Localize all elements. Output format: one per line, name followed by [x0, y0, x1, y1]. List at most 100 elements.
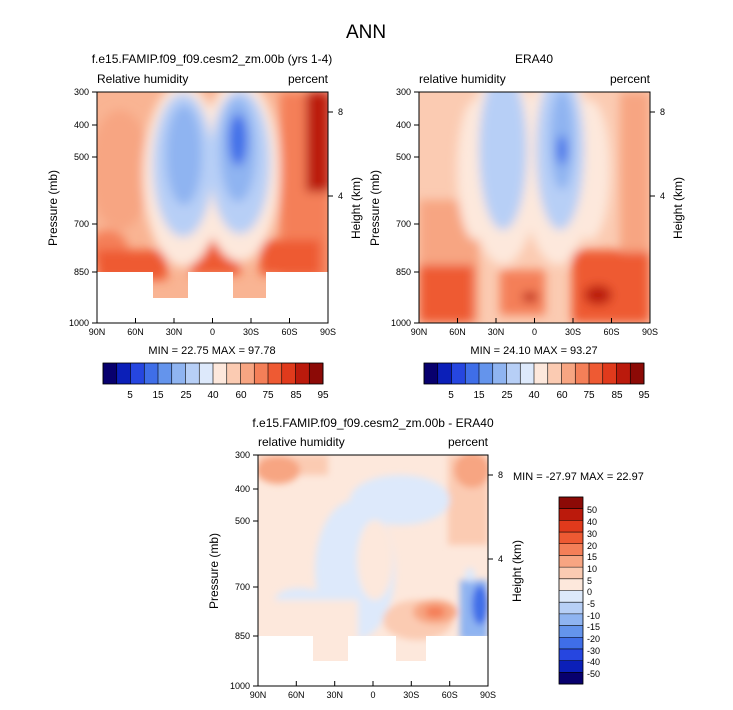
x-tick-label: 60S: [442, 690, 458, 700]
colorbar-label: 60: [556, 390, 568, 401]
colorbar-label: 25: [501, 390, 513, 401]
colorbar-label: 30: [587, 529, 597, 539]
colorbar-label: -50: [587, 669, 600, 679]
colorbar-swatch: [559, 555, 583, 568]
colorbar-swatch: [559, 648, 583, 662]
colorbar-swatch: [492, 363, 507, 384]
panel-obs-ylabel: Pressure (mb): [368, 170, 382, 246]
colorbar-swatch: [559, 613, 583, 626]
colorbar-swatch: [437, 363, 452, 384]
panel-diff-y-axis: 300 400 500 700 850 1000 Pressure (mb): [207, 450, 258, 691]
colorbar-swatch: [559, 602, 583, 615]
panel-obs-ylabel-right: Height (km): [671, 177, 685, 239]
y-tick-label: 700: [235, 582, 250, 592]
colorbar-swatch: [602, 363, 617, 384]
colorbar-swatch: [213, 363, 228, 384]
panel-diff-ylabel: Pressure (mb): [207, 533, 221, 609]
x-tick-label: 90S: [480, 690, 496, 700]
colorbar-swatch: [295, 363, 310, 384]
colorbar-swatch: [451, 363, 466, 384]
colorbar-label: 5: [587, 576, 592, 586]
colorbar-swatch: [616, 363, 631, 384]
panel-model-ylabel: Pressure (mb): [46, 170, 60, 246]
panel-obs-y-axis: 300 400 500 700 850 1000 Pressure (mb): [368, 87, 419, 328]
colorbar-label: 5: [127, 390, 133, 401]
y-tick-label: 1000: [391, 318, 411, 328]
x-tick-label: 90N: [250, 690, 267, 700]
panel-diff-stats: MIN = -27.97 MAX = 22.97: [513, 471, 644, 483]
colorbar-label: 20: [587, 541, 597, 551]
panel-diff-field: [258, 455, 488, 686]
panel-model: f.e15.FAMIP.f09_f09.cesm2_zm.00b (yrs 1-…: [46, 52, 363, 401]
panel-diff-right-axis: 8 4 Height (km): [488, 470, 524, 602]
x-tick-label: 0: [532, 327, 537, 337]
y-tick-label: 300: [396, 87, 411, 97]
colorbar-swatch: [559, 497, 583, 510]
x-tick-label: 60N: [449, 327, 466, 337]
colorbar-swatch: [281, 363, 296, 384]
panel-model-ylabel-right: Height (km): [349, 177, 363, 239]
colorbar-label: 50: [587, 505, 597, 515]
x-tick-label: 60N: [288, 690, 305, 700]
colorbar-swatch: [506, 363, 521, 384]
colorbar-label: 15: [587, 552, 597, 562]
panel-diff-title: f.e15.FAMIP.f09_f09.cesm2_zm.00b - ERA40: [252, 416, 494, 430]
colorbar-swatch: [534, 363, 549, 384]
x-tick-label: 0: [210, 327, 215, 337]
colorbar-swatch: [559, 625, 583, 638]
x-tick-label: 90S: [642, 327, 658, 337]
panel-obs-left-label: relative humidity: [419, 72, 506, 86]
y-tick-label: 300: [74, 87, 89, 97]
colorbar-frame: [102, 362, 324, 385]
colorbar-label: -20: [587, 634, 600, 644]
colorbar-swatch: [559, 672, 583, 685]
x-tick-label: 60S: [603, 327, 619, 337]
x-tick-label: 30S: [565, 327, 581, 337]
colorbar-swatch: [158, 363, 173, 384]
colorbar-label: 40: [587, 517, 597, 527]
height-tick-label: 8: [660, 107, 665, 117]
colorbar-swatch: [561, 363, 576, 384]
panel-diff: f.e15.FAMIP.f09_f09.cesm2_zm.00b - ERA40…: [207, 416, 644, 700]
colorbar-label: 15: [152, 390, 164, 401]
colorbar-label: 75: [262, 390, 274, 401]
colorbar-swatch: [559, 532, 583, 545]
colorbar-label: 15: [473, 390, 485, 401]
colorbar-swatch: [226, 363, 241, 384]
panel-obs-stats: MIN = 24.10 MAX = 93.27: [470, 345, 597, 357]
colorbar-frame: [423, 362, 645, 385]
colorbar-swatch: [559, 578, 583, 591]
colorbar-label: 95: [317, 390, 329, 401]
colorbar-label: 95: [638, 390, 650, 401]
colorbar-swatch: [240, 363, 255, 384]
colorbar-swatch: [144, 363, 159, 384]
panel-obs-right-label: percent: [610, 72, 651, 86]
panel-model-stats: MIN = 22.75 MAX = 97.78: [148, 345, 275, 357]
colorbar-label: 40: [207, 390, 219, 401]
colorbar-swatch: [103, 363, 118, 384]
colorbar-label: 60: [235, 390, 247, 401]
colorbar-swatch: [116, 363, 131, 384]
colorbar-swatch: [559, 567, 583, 580]
colorbar-swatch: [309, 363, 324, 384]
y-tick-label: 850: [74, 267, 89, 277]
panel-model-right-axis: 8 4 Height (km): [328, 107, 363, 239]
panel-diff-right-label: percent: [448, 435, 489, 449]
colorbar-swatch: [575, 363, 590, 384]
y-tick-label: 400: [74, 120, 89, 130]
panel-obs-right-axis: 8 4 Height (km): [650, 107, 685, 239]
y-tick-label: 400: [396, 120, 411, 130]
colorbar-label: -30: [587, 646, 600, 656]
colorbar-label: 10: [587, 564, 597, 574]
x-tick-label: 30N: [488, 327, 505, 337]
panel-model-field: [97, 92, 328, 323]
panel-model-y-axis: 300 400 500 700 850 1000 Pressure (mb): [46, 87, 97, 328]
panel-obs: ERA40 relative humidity percent: [368, 52, 685, 401]
x-tick-label: 0: [370, 690, 375, 700]
panel-obs-colorbar: 5 15 25 40 60 75 85 95: [423, 362, 650, 401]
colorbar-swatch: [630, 363, 645, 384]
y-tick-label: 1000: [69, 318, 89, 328]
x-tick-label: 30N: [326, 690, 343, 700]
x-tick-label: 60S: [281, 327, 297, 337]
